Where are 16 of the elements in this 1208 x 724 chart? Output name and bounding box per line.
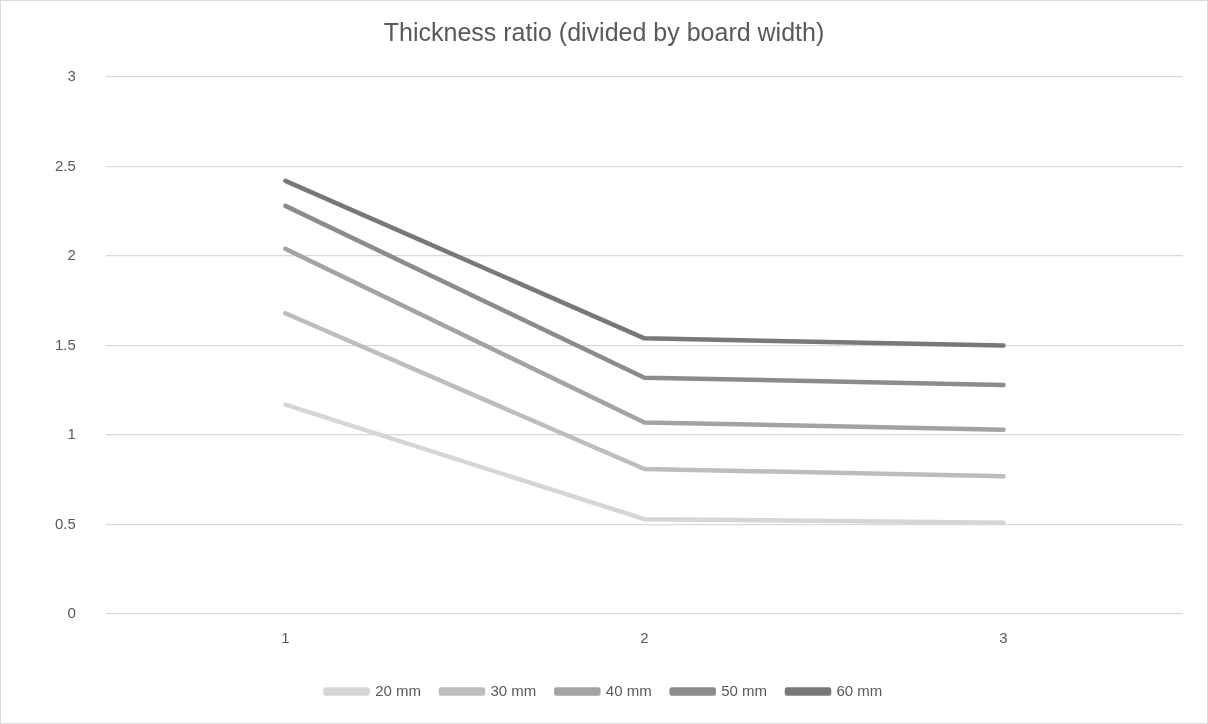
legend-label: 40 mm (605, 681, 652, 699)
x-tick-label: 1 (281, 629, 290, 647)
x-tick-label: 2 (640, 629, 649, 647)
legend-label: 30 mm (490, 681, 537, 699)
y-tick-label: 2 (67, 246, 76, 264)
x-tick-label: 3 (999, 629, 1008, 647)
y-tick-label: 0 (67, 604, 76, 622)
legend-label: 20 mm (375, 681, 421, 699)
chart-title: Thickness ratio (divided by board width) (383, 17, 825, 46)
y-tick-label: 3 (67, 67, 76, 85)
legend-label: 60 mm (836, 681, 883, 699)
y-tick-label: 1 (67, 425, 76, 443)
legend-label: 50 mm (721, 681, 768, 699)
y-tick-label: 2.5 (54, 156, 76, 174)
y-tick-label: 0.5 (54, 514, 76, 532)
y-tick-label: 1.5 (54, 335, 76, 353)
